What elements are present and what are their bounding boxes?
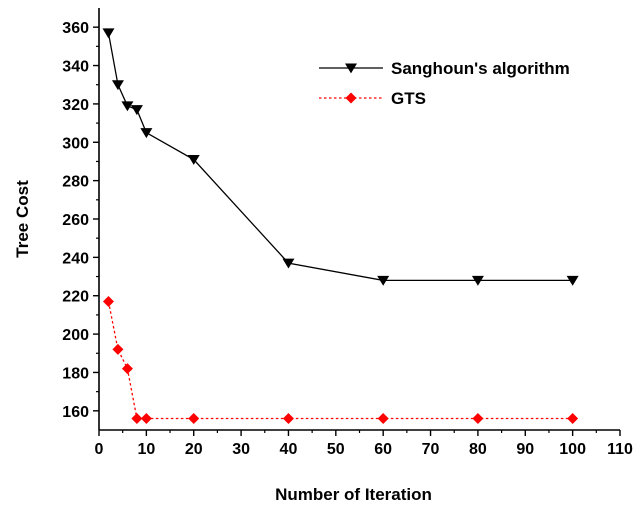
data-point [567, 412, 579, 424]
legend: Sanghoun's algorithm GTS [319, 59, 570, 108]
y-axis-title: Tree Cost [13, 180, 32, 258]
data-point [102, 28, 115, 39]
x-tick-label: 110 [607, 441, 633, 458]
series-line [107, 32, 573, 282]
x-tick-label: 100 [559, 441, 586, 458]
data-point [121, 363, 133, 375]
data-point [282, 258, 295, 269]
x-tick-label: 10 [137, 441, 155, 458]
x-axis-title: Number of Iteration [275, 485, 432, 504]
data-point [102, 295, 114, 307]
data-point [112, 343, 124, 355]
series-line [107, 301, 573, 420]
y-tick-label: 160 [62, 404, 89, 421]
x-tick-label: 20 [185, 441, 203, 458]
data-point [140, 412, 152, 424]
y-tick-label: 260 [62, 212, 89, 229]
data-point [471, 275, 484, 286]
series-1 [102, 28, 579, 286]
data-point [377, 412, 389, 424]
legend-marker [345, 92, 357, 104]
legend-label: Sanghoun's algorithm [391, 59, 570, 78]
y-tick-label: 340 [62, 59, 89, 76]
legend-entry: Sanghoun's algorithm [319, 59, 570, 78]
data-point [121, 101, 134, 112]
x-tick-label: 60 [374, 441, 392, 458]
data-point [111, 80, 124, 91]
legend-label: GTS [391, 89, 426, 108]
data-point [140, 128, 153, 139]
data-point [130, 105, 143, 116]
x-tick-label: 50 [327, 441, 345, 458]
data-point [187, 155, 200, 165]
y-tick-label: 360 [62, 20, 89, 37]
data-point [282, 412, 294, 424]
data-point [377, 275, 390, 286]
data-point [131, 412, 143, 424]
x-tick-label: 30 [232, 441, 250, 458]
y-tick-label: 200 [62, 327, 89, 344]
y-tick-label: 320 [62, 97, 89, 114]
data-point [188, 412, 200, 424]
y-tick-label: 280 [62, 174, 89, 191]
legend-marker [345, 63, 357, 74]
x-tick-label: 90 [516, 441, 534, 458]
series-layer [102, 28, 579, 424]
legend-entry: GTS [319, 89, 426, 108]
y-tick-label: 220 [62, 289, 89, 306]
x-tick-label: 40 [280, 441, 298, 458]
y-tick-label: 300 [62, 135, 89, 152]
data-point [472, 412, 484, 424]
data-point [566, 275, 579, 286]
axes: 0 10 20 30 40 50 60 70 80 90 100 110 160 180 200 220 240… [62, 8, 633, 458]
x-tick-label: 0 [95, 441, 104, 458]
x-tick-label: 70 [422, 441, 440, 458]
series-2 [102, 295, 579, 424]
y-tick-label: 180 [62, 365, 89, 382]
x-tick-label: 80 [469, 441, 487, 458]
y-tick-label: 240 [62, 250, 89, 267]
